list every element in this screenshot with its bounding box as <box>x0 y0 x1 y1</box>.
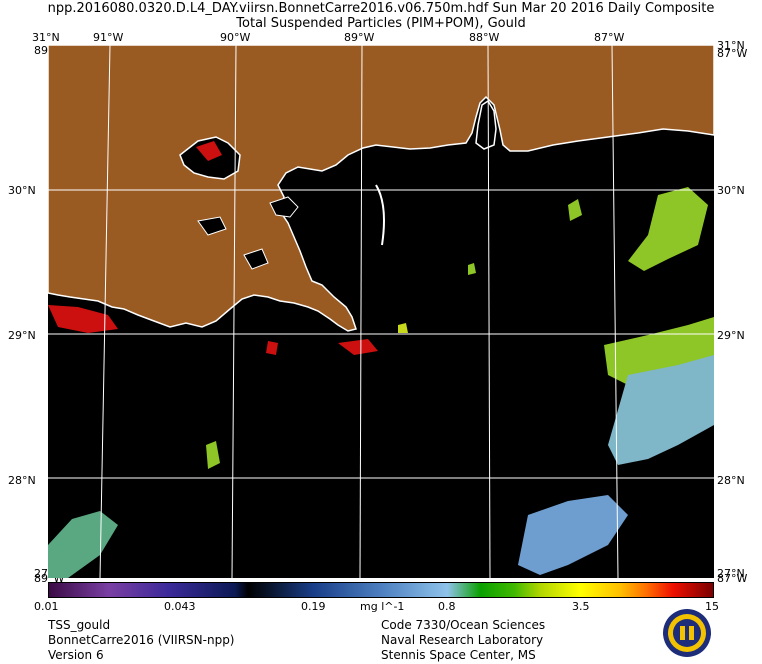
plume-red <box>48 141 378 355</box>
bottom-right-corner-lon: 87°W <box>717 572 748 585</box>
lon-label-91w: 91°W <box>93 31 124 44</box>
lon-label-89w: 89°W <box>344 31 375 44</box>
top-right-corner-lon: 87°W <box>717 47 748 60</box>
lon-label-90w: 90°W <box>220 31 251 44</box>
mobile-bay <box>475 99 497 150</box>
bottom-right-corner-lat: 27°N <box>717 567 745 580</box>
lat-label-right-28n: 28°N <box>717 474 745 487</box>
chandeleur-islands <box>375 184 385 246</box>
colorbar-tick-4: 3.5 <box>572 600 590 613</box>
colorbar-tick-3: 0.8 <box>438 600 456 613</box>
colorbar-tick-1: 0.043 <box>164 600 196 613</box>
lat-label-left-30n: 30°N <box>8 184 36 197</box>
nrl-seal-icon <box>663 609 711 657</box>
footer-dataset: BonnetCarre2016 (VIIRSN-npp) <box>48 633 235 647</box>
top-left-corner-lat: 31°N <box>32 31 60 44</box>
top-right-corner-lat: 31°N <box>717 39 745 52</box>
lon-label-88w: 88°W <box>469 31 500 44</box>
map-title: npp.2016080.0320.D.L4_DAY.viirsn.BonnetC… <box>47 1 715 16</box>
lat-label-left-28n: 28°N <box>8 474 36 487</box>
footer-product: TSS_gould <box>48 618 111 632</box>
colorbar <box>48 582 714 598</box>
graticule <box>48 45 714 578</box>
plume-blue <box>518 495 628 575</box>
footer-code: Code 7330/Ocean Sciences <box>381 618 546 632</box>
lake-borgne <box>269 196 299 218</box>
colorbar-tick-5: 15 <box>705 600 719 613</box>
lat-label-right-29n: 29°N <box>717 329 745 342</box>
footer-version: Version 6 <box>48 648 104 662</box>
lat-label-right-30n: 30°N <box>717 184 745 197</box>
plume-teal <box>608 355 714 465</box>
plume-yellow <box>398 323 408 333</box>
colorbar-tick-2: 0.19 <box>301 600 326 613</box>
colorbar-unit: mg l^-1 <box>360 600 405 613</box>
colorbar-tick-0: 0.01 <box>34 600 59 613</box>
map-subtitle: Total Suspended Particles (PIM+POM), Gou… <box>236 16 526 31</box>
land-mass <box>48 45 714 332</box>
footer-location: Stennis Space Center, MS <box>381 648 536 662</box>
lon-label-87w: 87°W <box>594 31 625 44</box>
lat-label-left-29n: 29°N <box>8 329 36 342</box>
footer-org: Naval Research Laboratory <box>381 633 544 647</box>
satellite-map <box>48 45 714 578</box>
